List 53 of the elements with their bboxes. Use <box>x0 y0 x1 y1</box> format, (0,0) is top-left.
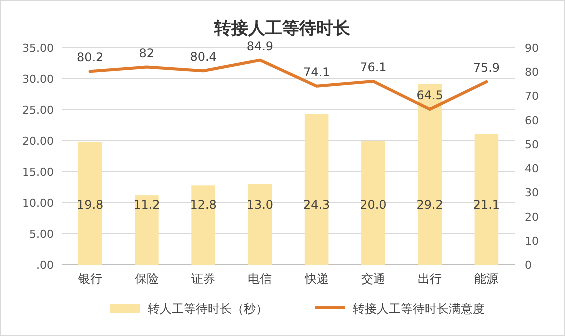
x-tick-label: 银行 <box>77 272 102 286</box>
bar <box>192 186 216 265</box>
x-tick-label: 电信 <box>248 272 272 286</box>
bar <box>474 134 499 265</box>
data-label: 12.8 <box>190 198 217 212</box>
chart-title: 转接人工等待时长 <box>214 19 352 39</box>
y-tick-label: 30.00 <box>22 73 54 86</box>
x-tick-label: 能源 <box>474 272 499 286</box>
y2-tick-label: 80 <box>525 66 539 80</box>
data-label: 11.2 <box>134 198 160 212</box>
y2-tick-label: 10 <box>525 234 539 248</box>
data-label: 13.0 <box>246 198 274 212</box>
data-label: 74.1 <box>303 65 330 80</box>
data-label: 84.9 <box>246 39 274 54</box>
legend-label: 转人工等待时长（秒） <box>148 302 268 316</box>
y-tick-label: .00 <box>36 259 54 272</box>
y2-tick-label: 50 <box>525 138 539 152</box>
data-label: 80.2 <box>76 50 104 65</box>
x-tick-label: 快递 <box>304 272 329 286</box>
x-tick-label: 证券 <box>192 272 216 286</box>
y-tick-label: 25.00 <box>22 104 54 117</box>
data-label: 82 <box>139 46 155 60</box>
bar <box>304 114 329 265</box>
data-label: 19.8 <box>76 198 104 212</box>
y2-tick-label: 90 <box>525 42 539 55</box>
y2-tick-label: 0 <box>525 259 532 272</box>
y2-tick-label: 20 <box>525 210 539 224</box>
y-tick-label: 35.00 <box>22 42 54 55</box>
y2-tick-label: 30 <box>525 186 539 200</box>
y2-tick-label: 40 <box>525 162 539 176</box>
x-tick-label: 保险 <box>134 272 159 286</box>
y-tick-label: 15.00 <box>22 166 54 179</box>
y-tick-label: 10.00 <box>22 197 54 210</box>
data-label: 24.3 <box>303 198 330 212</box>
data-label: 64.5 <box>416 88 444 102</box>
legend-label: 转接人工等待时长满意度 <box>353 302 485 316</box>
x-tick-label: 交通 <box>361 272 386 286</box>
y-tick-label: 20.00 <box>22 135 54 148</box>
data-label: 76.1 <box>360 60 387 75</box>
y2-tick-label: 70 <box>525 90 539 104</box>
bar <box>418 84 442 265</box>
x-tick-label: 出行 <box>418 272 442 286</box>
data-label: 75.9 <box>473 60 500 75</box>
bar <box>78 142 102 265</box>
data-label: 21.1 <box>473 198 500 212</box>
data-label: 29.2 <box>416 198 444 212</box>
data-label: 20.0 <box>360 198 387 212</box>
y-tick-label: 5.00 <box>30 228 54 241</box>
bar <box>135 196 159 265</box>
y2-tick-label: 60 <box>525 114 539 128</box>
bar <box>248 184 272 265</box>
bar <box>362 141 386 265</box>
data-label: 80.4 <box>190 50 217 64</box>
